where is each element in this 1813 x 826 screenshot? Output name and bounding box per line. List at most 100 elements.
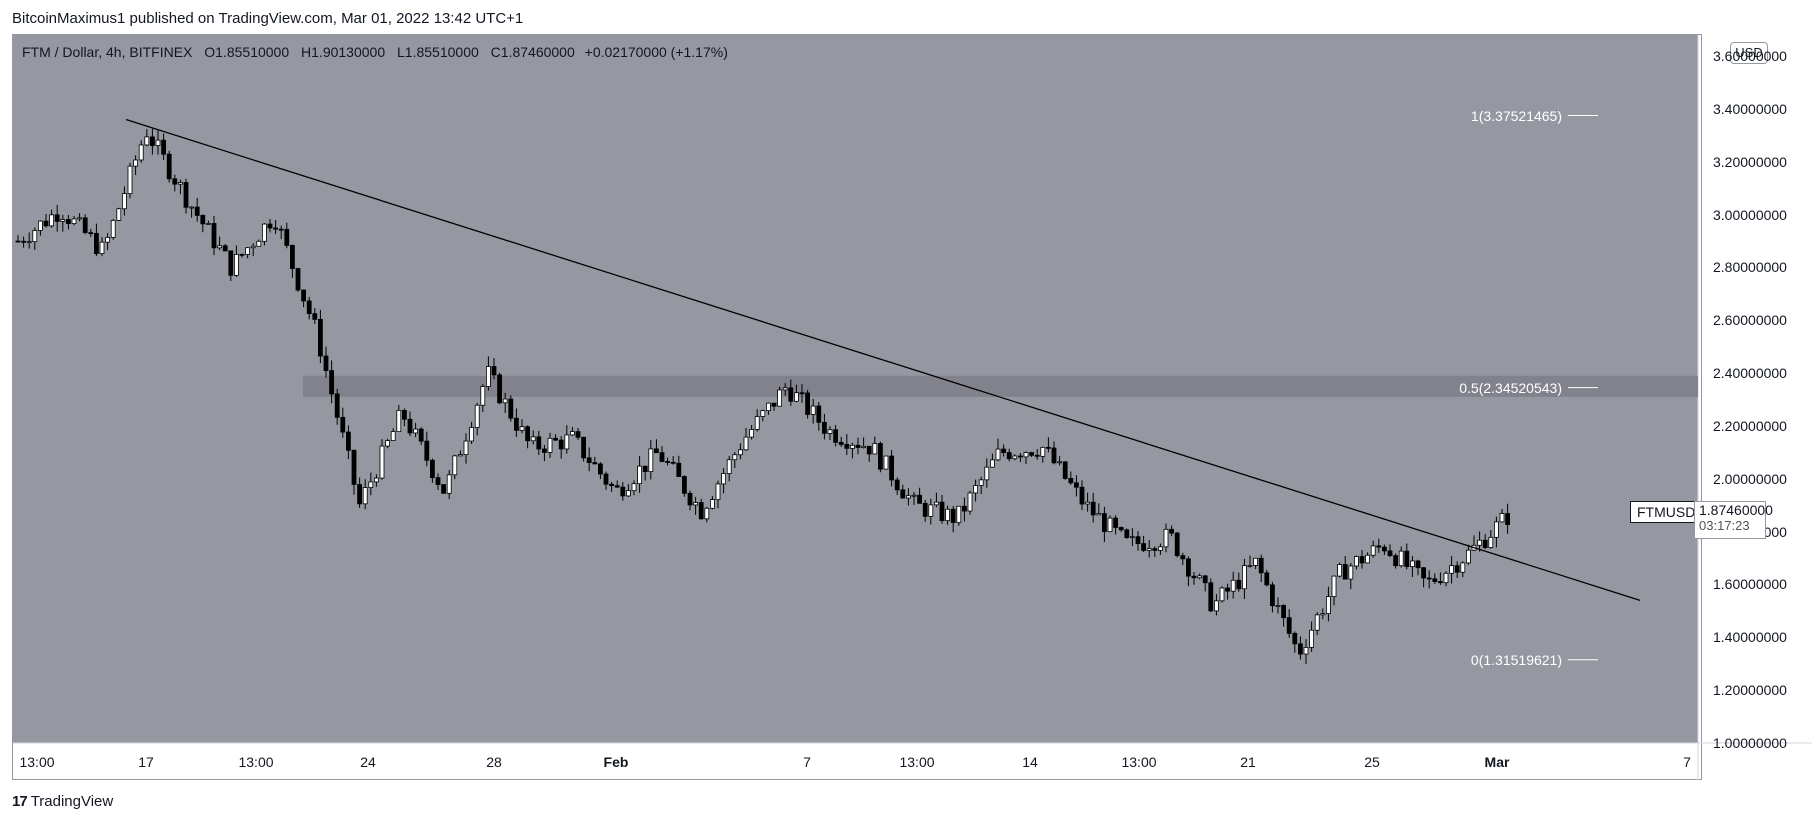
candle-body: [620, 486, 626, 497]
candle-body: [1074, 482, 1079, 488]
candle-body: [631, 483, 637, 492]
price-tick: 1.60000000: [1713, 576, 1787, 593]
candle-body: [827, 429, 833, 434]
candle-body: [373, 477, 379, 483]
candle-body: [598, 463, 603, 475]
candle-body: [1488, 536, 1494, 548]
candle-body: [570, 431, 575, 436]
candle-body: [149, 136, 155, 146]
symbol-legend[interactable]: FTM / Dollar, 4h, BITFINEX O1.85510000 H…: [22, 44, 728, 60]
candle-body: [1466, 549, 1471, 564]
candle-body: [514, 417, 519, 431]
symbol-label[interactable]: FTM / Dollar, 4h, BITFINEX: [22, 44, 193, 60]
candle-body: [609, 483, 614, 487]
candle-body: [603, 473, 609, 485]
candle-body: [704, 507, 710, 520]
candle-body: [1270, 584, 1275, 607]
candle-body: [278, 228, 284, 231]
candle-body: [642, 465, 648, 472]
candle-body: [637, 465, 642, 485]
candle-body: [1253, 557, 1258, 566]
candle-body: [553, 437, 558, 441]
candle-body: [1006, 452, 1012, 460]
descending-trendline: [125, 118, 1641, 601]
low-value: 1.85510000: [404, 44, 479, 60]
candle-body: [469, 427, 475, 442]
resistance-zone: [303, 375, 1698, 397]
candle-body: [200, 215, 206, 225]
candle-body: [1219, 587, 1225, 602]
time-tick: Mar: [1484, 754, 1510, 770]
candle-body: [950, 508, 956, 523]
candle-body: [1354, 556, 1359, 567]
candle-body: [1146, 548, 1152, 551]
candle-body: [245, 247, 251, 255]
candle-body: [508, 398, 514, 419]
candle-body: [1225, 587, 1230, 592]
candle-body: [771, 402, 777, 407]
candle-body: [357, 484, 363, 505]
candle-body: [945, 508, 950, 522]
candle-body: [1085, 501, 1090, 505]
candle-body: [934, 501, 939, 506]
candle-body: [15, 240, 21, 243]
candle-body: [177, 182, 183, 185]
candle-body: [233, 253, 239, 276]
candle-body: [110, 220, 116, 238]
candle-body: [1141, 543, 1146, 551]
candle-body: [1337, 564, 1342, 577]
candle-body: [144, 136, 150, 146]
candle-body: [687, 492, 693, 506]
candle-body: [1365, 554, 1370, 564]
candle-body: [1505, 513, 1510, 525]
fib-level-label: 1(3.37521465): [1470, 107, 1562, 124]
candle-body: [592, 462, 598, 465]
candle-body: [94, 233, 99, 255]
candle-body: [1376, 545, 1382, 548]
candle-body: [1051, 447, 1057, 464]
candle-body: [542, 448, 547, 453]
candle-body: [894, 479, 900, 491]
currency-button[interactable]: USD: [1730, 42, 1768, 64]
high-value: 1.90130000: [311, 44, 386, 60]
candle-body: [682, 476, 687, 494]
candle-body: [1303, 646, 1309, 655]
candle-body: [872, 443, 878, 455]
candle-body: [670, 461, 676, 464]
candle-body: [1247, 565, 1253, 567]
current-price-tag: 1.87460000 03:17:23: [1694, 500, 1773, 539]
candle-body: [250, 245, 256, 249]
candle-body: [1174, 532, 1180, 557]
candle-body: [1494, 521, 1499, 538]
time-tick: 25: [1364, 754, 1380, 770]
candle-body: [1046, 446, 1051, 449]
bar-countdown: 03:17:23: [1699, 517, 1750, 533]
tradingview-logo[interactable]: 17 TradingView: [12, 793, 113, 810]
candle-body: [855, 444, 861, 448]
price-tick: 2.80000000: [1713, 259, 1787, 276]
candle-body: [866, 445, 872, 455]
candle-body: [1079, 486, 1085, 505]
candle-body: [474, 404, 480, 428]
candle-body: [519, 426, 525, 431]
candle-body: [782, 387, 788, 391]
candle-body: [939, 501, 945, 522]
candle-body: [317, 318, 323, 357]
candle-body: [289, 244, 295, 269]
candle-body: [659, 452, 665, 462]
candle-body: [530, 436, 536, 442]
candle-body: [183, 182, 189, 208]
tradingview-brand: TradingView: [30, 793, 114, 810]
candle-body: [267, 223, 273, 229]
candle-body: [1432, 578, 1438, 582]
candle-body: [788, 387, 794, 402]
candle-body: [452, 455, 458, 476]
candle-body: [956, 505, 962, 523]
candle-body: [777, 389, 782, 407]
candle-body: [1398, 550, 1404, 567]
candle-body: [1342, 564, 1348, 580]
candle-body: [1443, 572, 1449, 584]
candle-body: [794, 392, 799, 402]
candle-body: [368, 481, 374, 488]
